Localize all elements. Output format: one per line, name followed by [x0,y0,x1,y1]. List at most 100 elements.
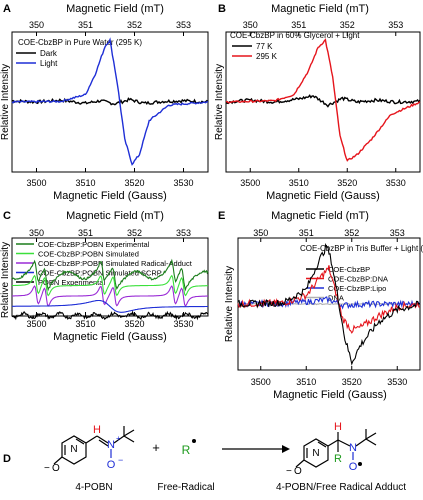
bottom-tick-label: 3520 [337,178,357,188]
panel-e-bottom-ticks: 3500 3510 3520 3530 [251,366,407,387]
bottom-tick-label: 3530 [173,178,193,188]
pobn-molecule [53,426,135,465]
adduct-molecule [295,429,377,468]
panel-e-top-ticks: 350 351 352 353 [253,228,405,242]
top-tick-label: 352 [127,228,142,238]
panel-c-series [11,258,209,321]
reaction-plus: + [152,440,160,455]
pobn-ring-n-minus: − [44,463,50,474]
pobn-o-atom: O [107,459,116,471]
legend-label: 77 K [256,42,273,51]
pobn-n-tbu-bond [113,435,125,444]
panel-c-top-ticks: 350 351 352 353 [29,228,191,242]
bottom-tick-label: 3510 [289,178,309,188]
series-line-coe-cbzbp-dna [237,265,421,334]
legend-label: Dark [40,49,58,58]
panel-b-top-ticks: 350 351 352 353 [243,20,403,36]
series-line-pobn-experimental [11,310,209,321]
panel-c-y-axis-label: Relative Intensity [0,242,11,318]
adduct-c-n-bond [337,439,351,447]
bottom-tick-label: 3510 [75,319,95,329]
legend-label: COE-CbzBP:POBN Simulated SCRP [38,269,162,278]
adduct-n-oxide-bond [295,459,305,468]
panel-d-letter: D [3,453,11,465]
bottom-tick-label: 3530 [173,319,193,329]
adduct-n-atom: N [349,442,357,454]
panel-b-bottom-ticks: 3500 3510 3520 3530 [240,168,406,188]
panel-c-bottom-axis-label: Magnetic Field (Gauss) [53,331,167,343]
panel-b-letter: B [218,3,226,15]
pobn-n-plus: + [116,434,121,443]
panel-b-legend-title: COE-CbzBP in 60% Glycerol + Light [230,31,360,40]
adduct-ring-n-atom: N [312,448,319,459]
adduct-h-atom: H [334,421,342,433]
radical-label: Free-Radical [157,482,214,493]
panel-d-scheme: D H N + O − N − O 4-POBN + R Free-Radica… [3,421,406,493]
bottom-tick-label: 3520 [124,178,144,188]
pobn-n-atom: N [107,439,115,451]
legend-label: COE-CbzBP [328,265,370,274]
top-tick-label: 352 [127,20,142,30]
pobn-n-oxide-bond [53,456,63,465]
panel-a-top-ticks: 350 351 352 353 [29,20,191,36]
pobn-o-minus: − [118,455,123,465]
panel-c-top-axis-label: Magnetic Field (mT) [66,210,164,222]
top-tick-label: 351 [78,228,93,238]
panel-e-top-axis-label: Magnetic Field (mT) [271,210,369,222]
adduct-ring-double-bond-2 [317,441,327,448]
panel-b-bottom-axis-label: Magnetic Field (Gauss) [266,190,380,202]
panel-e-letter: E [218,210,225,222]
bottom-tick-label: 3520 [342,377,362,387]
bottom-tick-label: 3500 [240,178,260,188]
top-tick-label: 350 [243,20,258,30]
panel-a: A Magnetic Field (mT) 350 351 352 353 Relat… [0,3,209,202]
legend-label: COE-CbzBP:Lipo [328,284,386,293]
panel-e-series [237,242,421,366]
top-tick-label: 350 [29,228,44,238]
panel-a-series [11,37,209,166]
panel-c-letter: C [3,210,11,222]
pobn-tbu-branch-1 [123,429,135,437]
series-line-coe-cbzbp-pobn-simulated-radical-adduct [12,285,208,307]
pobn-ch-n-double-bond-2 [98,439,109,447]
pobn-ring-n-oxide-o: O [52,463,60,474]
bottom-tick-label: 3500 [26,319,46,329]
panel-b: B Magnetic Field (mT) 350 351 352 353 Relat… [214,3,421,202]
top-tick-label: 352 [344,228,359,238]
top-tick-label: 353 [390,228,405,238]
panel-e-bottom-axis-label: Magnetic Field (Gauss) [273,389,387,401]
panel-e: E Magnetic Field (mT) 350 351 352 353 Relat… [218,210,423,401]
panel-a-bottom-ticks: 3500 3510 3520 3530 [26,168,194,188]
legend-label: 295 K [256,52,278,61]
adduct-o-atom: O [349,461,358,473]
panel-a-top-axis-label: Magnetic Field (mT) [66,3,164,15]
panel-a-legend-title: COE-CbzBP in Pure Water (295 K) [18,38,142,47]
panel-a-letter: A [3,3,11,15]
top-tick-label: 353 [176,228,191,238]
series-line-coe-cbzbp-pobn-experimental [11,258,209,292]
reaction-arrow [222,445,290,453]
bottom-tick-label: 3510 [75,178,95,188]
panel-c-bottom-ticks: 3500 3510 3520 3530 [26,312,194,329]
top-tick-label: 351 [78,20,93,30]
bottom-tick-label: 3520 [124,319,144,329]
pobn-h-atom: H [93,424,101,436]
top-tick-label: 352 [340,20,355,30]
series-line-coe-cbzbp-pobn-simulated-scrp [12,299,208,313]
bottom-tick-label: 3500 [26,178,46,188]
bottom-tick-label: 3500 [251,377,271,387]
radical-r-symbol: R [182,443,191,457]
adduct-r-atom: R [334,453,342,465]
legend-label: Light [40,59,58,68]
pobn-ring-double-bond-2 [75,438,85,445]
panel-b-top-axis-label: Magnetic Field (mT) [271,3,369,15]
series-line-295-k [225,38,421,162]
legend-label: COE-CbzBP:POBN Simulated [38,250,139,259]
pobn-label: 4-POBN [75,482,112,493]
pobn-ch-n-double-bond [96,435,109,444]
panel-c: C Magnetic Field (mT) 350 351 352 353 Relat… [0,210,209,343]
bottom-tick-label: 3530 [386,178,406,188]
adduct-ring-n-oxide-o: O [294,466,302,477]
top-tick-label: 353 [176,20,191,30]
